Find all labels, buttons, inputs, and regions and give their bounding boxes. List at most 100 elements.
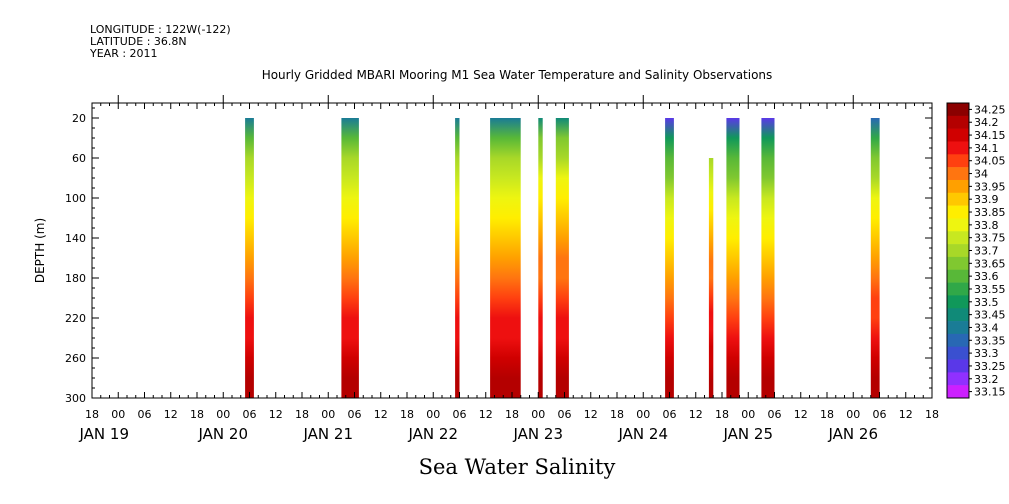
colorbar-label: 33.9 (974, 193, 999, 206)
observation-segment (490, 118, 521, 398)
x-tick-label: 12 (584, 408, 598, 421)
x-tick-label: 18 (715, 408, 729, 421)
colorbar-swatch (947, 192, 969, 206)
colorbar-label: 34.05 (974, 155, 1006, 168)
colorbar-swatch (947, 103, 969, 117)
observation-segment (245, 118, 254, 398)
x-tick-label: 06 (243, 408, 257, 421)
y-tick-label: 180 (65, 272, 86, 285)
x-tick-label: 06 (348, 408, 362, 421)
variable-title: Sea Water Salinity (418, 455, 616, 479)
x-tick-label: 12 (269, 408, 283, 421)
x-tick-label: 00 (111, 408, 125, 421)
data-segments (245, 118, 880, 398)
x-tick-label: 12 (794, 408, 808, 421)
x-tick-label: 00 (741, 408, 755, 421)
x-tick-label: 18 (190, 408, 204, 421)
x-tick-label: 06 (873, 408, 887, 421)
observation-segment (870, 118, 880, 398)
y-tick-label: 300 (65, 392, 86, 405)
x-tick-label: 00 (531, 408, 545, 421)
colorbar-swatch (947, 282, 969, 296)
x-tick-label: 00 (636, 408, 650, 421)
y-tick-label: 60 (72, 152, 86, 165)
x-tick-label: 18 (925, 408, 939, 421)
colorbar-swatch (947, 333, 969, 347)
x-tick-label: 12 (899, 408, 913, 421)
y-tick-label: 20 (72, 112, 86, 125)
observation-segment (665, 118, 674, 398)
y-tick-label: 140 (65, 232, 86, 245)
x-tick-label: 12 (164, 408, 178, 421)
observation-segment (455, 118, 460, 398)
colorbar-label: 33.85 (974, 206, 1006, 219)
observation-segment (341, 118, 359, 398)
x-tick-label: 00 (321, 408, 335, 421)
x-tick-label: 00 (846, 408, 860, 421)
x-day-label: JAN 22 (408, 425, 459, 443)
colorbar-label: 34.25 (974, 103, 1006, 116)
colorbar-swatch (947, 385, 969, 399)
metadata-block: LONGITUDE : 122W(-122) LATITUDE : 36.8N … (90, 24, 231, 60)
colorbar-swatch (947, 346, 969, 360)
x-tick-label: 06 (138, 408, 152, 421)
x-tick-label: 12 (374, 408, 388, 421)
colorbar-label: 33.25 (974, 360, 1006, 373)
x-day-label: JAN 21 (303, 425, 354, 443)
y-tick-label: 100 (65, 192, 86, 205)
x-tick-label: 06 (453, 408, 467, 421)
x-tick-label: 12 (479, 408, 493, 421)
observation-segment (555, 118, 569, 398)
colorbar-label: 34.1 (974, 142, 999, 155)
colorbar-label: 33.45 (974, 309, 1006, 322)
colorbar-swatch (947, 295, 969, 309)
colorbar-label: 33.35 (974, 334, 1006, 347)
x-tick-label: 18 (610, 408, 624, 421)
x-day-label: JAN 20 (198, 425, 249, 443)
colorbar-label: 33.15 (974, 386, 1006, 399)
colorbar-swatch (947, 179, 969, 194)
colorbar-swatch (947, 231, 969, 245)
x-tick-label: 06 (558, 408, 572, 421)
x-day-label: JAN 19 (79, 425, 130, 443)
observation-segment (708, 158, 714, 398)
x-day-label: JAN 24 (618, 425, 669, 443)
x-tick-label: 06 (663, 408, 677, 421)
colorbar-swatch (947, 205, 969, 219)
colorbar-label: 33.75 (974, 232, 1006, 245)
colorbar-swatch (947, 218, 969, 232)
x-tick-label: 00 (216, 408, 230, 421)
observation-segment (726, 118, 740, 398)
colorbar-swatch (947, 154, 969, 168)
observation-segment (538, 118, 543, 398)
colorbar-label: 33.4 (974, 321, 999, 334)
x-tick-label: 18 (505, 408, 519, 421)
colorbar-swatch (947, 115, 969, 129)
colorbar-swatch (947, 244, 969, 258)
y-axis-label: DEPTH (m) (33, 218, 47, 283)
colorbar-label: 33.7 (974, 245, 999, 258)
colorbar-label: 33.95 (974, 180, 1006, 193)
x-day-label: JAN 26 (828, 425, 879, 443)
colorbar-swatch (947, 372, 969, 386)
x-tick-label: 18 (400, 408, 414, 421)
colorbar-label: 34 (974, 168, 988, 181)
x-tick-label: 18 (295, 408, 309, 421)
colorbar-label: 33.8 (974, 219, 999, 232)
colorbar-label: 33.2 (974, 373, 999, 386)
latitude-text: LATITUDE : 36.8N (90, 35, 187, 48)
colorbar-label: 33.6 (974, 270, 999, 283)
colorbar-label: 33.55 (974, 283, 1006, 296)
colorbar-swatch (947, 128, 969, 142)
year-text: YEAR : 2011 (90, 47, 158, 60)
x-tick-label: 06 (768, 408, 782, 421)
y-tick-label: 220 (65, 312, 86, 325)
colorbar: 34.2534.234.1534.134.053433.9533.933.853… (946, 102, 1006, 399)
colorbar-swatch (947, 321, 969, 335)
x-tick-label: 12 (689, 408, 703, 421)
x-day-label: JAN 23 (513, 425, 564, 443)
x-tick-label: 18 (85, 408, 99, 421)
y-tick-label: 260 (65, 352, 86, 365)
observation-segment (761, 118, 775, 398)
